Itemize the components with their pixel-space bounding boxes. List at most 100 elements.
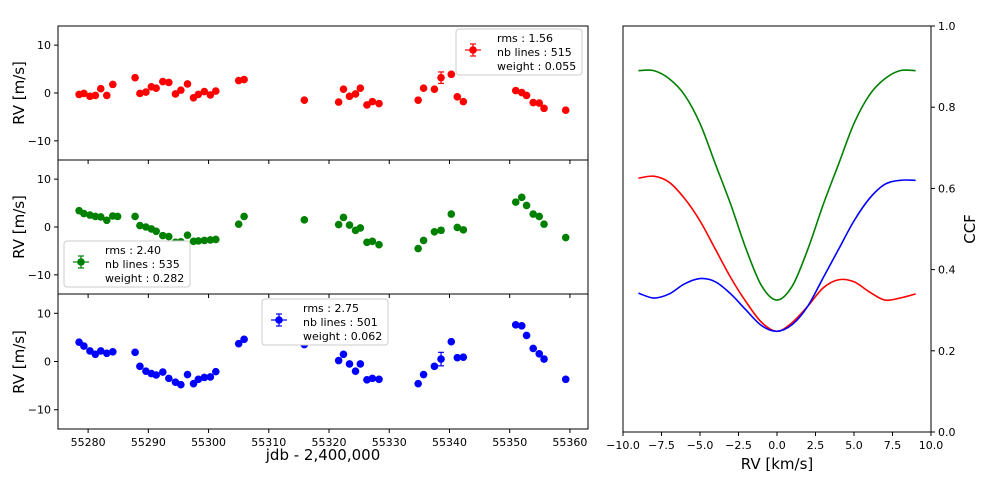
xtick-label: 55360 [552,436,587,449]
data-point [529,98,537,107]
data-point [80,209,88,218]
data-point [368,374,377,383]
data-point [430,227,439,236]
data-point [356,84,365,93]
data-point [131,212,139,221]
ccf-curve-green [638,69,916,301]
data-point [345,221,354,229]
panel-right-marks: −10.0 −7.5 −5.0 −2.5 0.0 2.5 5.0 7.5 10.00.00.20… [606,20,955,452]
data-point [339,350,348,359]
data-point [351,367,360,375]
data-point [511,86,520,95]
data-point [414,96,422,104]
data-point [529,210,537,218]
data-point [136,362,144,371]
data-point [363,101,371,109]
data-point [334,356,343,365]
data-point [368,97,377,106]
data-point [234,220,243,228]
data-point [351,90,360,98]
ytick-label: 0 [44,356,51,369]
data-point [459,97,468,106]
xtick-label: −2.5 [725,439,752,452]
xtick-label: 0.0 [768,439,786,452]
xtick-label: 2.5 [807,439,825,452]
data-point [206,91,215,99]
data-point [447,70,456,79]
data-point [200,373,209,382]
data-point [414,244,422,253]
panel-top-legend: rms : 1.56 nb lines : 515 weight : 0.055 [455,28,583,76]
data-point [200,236,209,245]
ytick-label: −10 [28,404,51,417]
ytick-label: 0 [44,221,51,234]
data-point [339,85,348,93]
legend-point [77,258,85,266]
panel-bottom-ylabel: RV [m/s] [10,330,28,394]
data-point [414,379,422,388]
data-point [459,226,468,234]
data-point [453,223,462,232]
data-point [517,193,526,202]
xtick-label: 7.5 [884,439,902,452]
data-point [142,88,150,96]
data-point [459,353,468,361]
data-point [430,362,439,371]
panel-middle-ylabel: RV [m/s] [10,195,28,259]
ytick-label: 1.0 [938,20,956,33]
legend-middle-box [63,240,191,288]
data-point [183,231,192,239]
data-point [131,348,139,357]
data-point [194,375,203,384]
ytick-label: 10 [37,307,51,320]
data-point [136,89,144,98]
data-point [334,220,343,229]
ccf-curve-blue [638,179,916,333]
data-point [561,106,570,115]
panel-top-marks: 10 0 −10 [28,39,571,164]
data-point [80,342,88,350]
data-point [183,370,192,379]
data-point [91,350,100,359]
data-point [356,360,365,368]
data-point [540,104,548,113]
data-point [96,213,105,221]
data-point [102,216,111,225]
data-point [158,77,167,86]
data-point [102,91,111,100]
legend-top-lines: nb lines : 515 [497,46,572,59]
xtick-label: −5.0 [687,439,714,452]
xtick-label: 10.0 [919,439,944,452]
data-point [339,213,348,222]
panel-middle-marks: 10 0 −10 [28,173,571,298]
data-point [345,92,354,101]
data-point [183,80,192,88]
data-point [240,75,248,84]
data-point [234,339,243,348]
data-point [211,87,220,95]
panel-bottom: 10 0 −10 55280 55290 55300 55310 55320 55330 5534… [10,293,589,464]
data-point [152,371,160,379]
legend-bottom-rms: rms : 2.75 [303,302,359,315]
data-point [522,201,531,210]
data-point [102,349,111,358]
panel-right-ylabel: CCF [961,214,979,244]
ytick-label: −10 [28,135,51,148]
data-point [511,198,520,206]
xtick-label: 5.0 [845,439,863,452]
legend-top-rms: rms : 1.56 [497,32,553,45]
ytick-label: 10 [37,173,51,186]
data-point [86,347,94,355]
data-point [447,337,456,346]
data-point [517,322,526,330]
data-point [453,93,462,101]
data-point [522,331,531,340]
data-point [511,321,520,329]
data-point [113,212,122,221]
panel-right-xlabel: RV [km/s] [741,455,814,473]
data-point [131,73,139,82]
panel-middle: 10 0 −10 RV [m/s] rms : 2.40 nb lines : 53… [10,159,589,298]
legend-bottom-marker [271,313,287,327]
data-point [177,380,185,389]
xtick-label: 55340 [432,436,467,449]
